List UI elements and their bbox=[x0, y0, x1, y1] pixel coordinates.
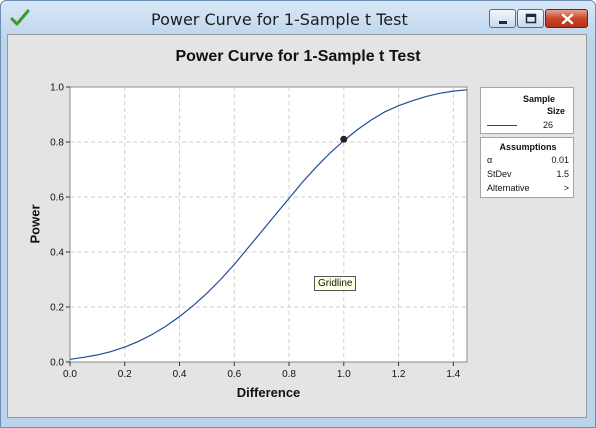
assumptions-title: Assumptions bbox=[499, 142, 557, 152]
legend-line-swatch bbox=[487, 125, 517, 126]
window-title: Power Curve for 1-Sample t Test bbox=[151, 10, 408, 29]
legend-entry-value: 26 bbox=[542, 120, 553, 130]
x-tick-label: 1.4 bbox=[446, 369, 460, 380]
x-tick-label: 1.2 bbox=[392, 369, 406, 380]
chart-title: Power Curve for 1-Sample t Test bbox=[175, 48, 421, 65]
legend-header-size: Size bbox=[546, 106, 565, 116]
power-curve-line bbox=[69, 89, 468, 360]
green-check-icon bbox=[9, 7, 31, 29]
close-button[interactable] bbox=[545, 9, 588, 28]
y-tick-label: 0.2 bbox=[50, 303, 64, 314]
y-tick-label: 0.6 bbox=[50, 193, 64, 204]
x-axis-label: Difference bbox=[236, 385, 301, 400]
assumption-key: StDev bbox=[487, 169, 512, 179]
y-tick-label: 0.4 bbox=[50, 248, 64, 259]
x-tick-label: 1.0 bbox=[337, 369, 351, 380]
highlight-point bbox=[340, 135, 348, 143]
x-tick-label: 0.2 bbox=[118, 369, 132, 380]
x-tick-label: 0.4 bbox=[173, 369, 187, 380]
y-axis-label: Power bbox=[27, 204, 43, 244]
assumptions-box: Assumptions α 0.01 StDev 1.5 Alternative… bbox=[480, 137, 574, 198]
minimize-icon bbox=[499, 21, 507, 24]
maximize-icon bbox=[525, 13, 537, 24]
y-tick-label: 1.0 bbox=[50, 83, 64, 94]
sample-size-legend: Sample Size 26 bbox=[480, 87, 574, 134]
minimize-button[interactable] bbox=[489, 9, 516, 28]
x-tick-label: 0.8 bbox=[282, 369, 296, 380]
x-tick-label: 0.0 bbox=[63, 369, 77, 380]
assumption-value: 1.5 bbox=[556, 169, 569, 179]
assumption-value: 0.01 bbox=[551, 155, 569, 165]
assumption-value: > bbox=[563, 183, 569, 193]
assumption-key: α bbox=[487, 155, 493, 165]
assumption-key: Alternative bbox=[487, 183, 530, 193]
y-tick-label: 0.8 bbox=[50, 138, 64, 149]
plot-frame bbox=[69, 86, 468, 363]
title-bar[interactable]: Power Curve for 1-Sample t Test bbox=[1, 1, 595, 41]
x-tick-label: 0.6 bbox=[227, 369, 241, 380]
maximize-button[interactable] bbox=[517, 9, 544, 28]
close-icon bbox=[561, 13, 574, 25]
y-tick-label: 0.0 bbox=[50, 358, 64, 369]
gridline-tooltip: Gridline bbox=[314, 276, 357, 291]
legend-header-sample: Sample bbox=[522, 94, 555, 104]
